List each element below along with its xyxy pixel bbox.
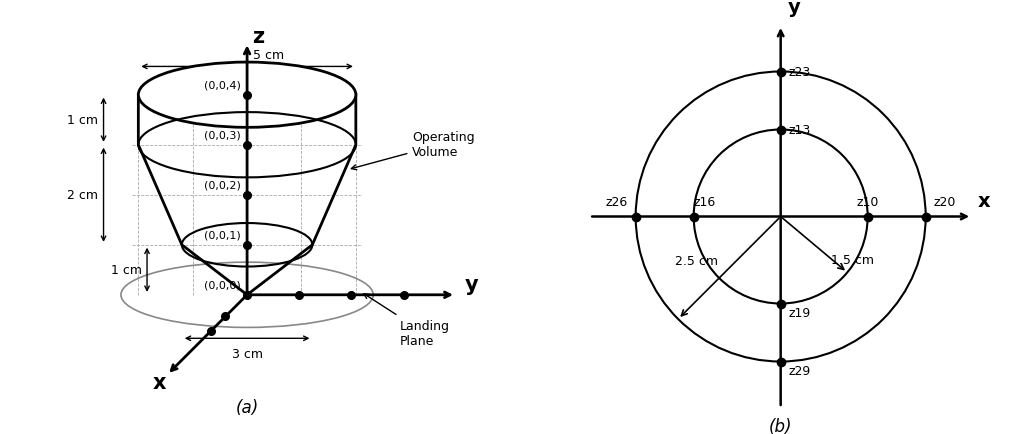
Text: 5 cm: 5 cm [253, 49, 284, 62]
Text: z20: z20 [934, 195, 955, 208]
Text: z16: z16 [694, 195, 716, 208]
Text: (0,0,0): (0,0,0) [204, 280, 241, 290]
Text: z29: z29 [788, 365, 811, 378]
Text: y: y [464, 275, 478, 295]
Text: x: x [978, 191, 991, 210]
Text: 1 cm: 1 cm [111, 264, 142, 276]
Text: 2.5 cm: 2.5 cm [675, 254, 719, 267]
Text: 3 cm: 3 cm [232, 347, 263, 360]
Ellipse shape [139, 63, 356, 128]
Text: z26: z26 [606, 195, 628, 208]
Text: y: y [788, 0, 800, 17]
Text: 1 cm: 1 cm [67, 114, 98, 127]
Text: x: x [153, 373, 166, 393]
Text: z13: z13 [788, 124, 811, 137]
Text: z19: z19 [788, 307, 811, 320]
Text: z10: z10 [856, 195, 879, 208]
Text: (b): (b) [769, 417, 792, 434]
Text: (0,0,2): (0,0,2) [204, 180, 241, 190]
Text: Operating
Volume: Operating Volume [352, 130, 475, 170]
Text: (a): (a) [236, 398, 258, 416]
Text: 1.5 cm: 1.5 cm [831, 253, 874, 266]
Text: Landing
Plane: Landing Plane [364, 294, 450, 347]
Text: 2 cm: 2 cm [67, 189, 98, 202]
Text: z: z [252, 27, 265, 47]
Text: z23: z23 [788, 66, 811, 79]
Text: (0,0,4): (0,0,4) [204, 80, 241, 90]
Text: (0,0,1): (0,0,1) [204, 230, 241, 240]
Text: (0,0,3): (0,0,3) [204, 130, 241, 140]
